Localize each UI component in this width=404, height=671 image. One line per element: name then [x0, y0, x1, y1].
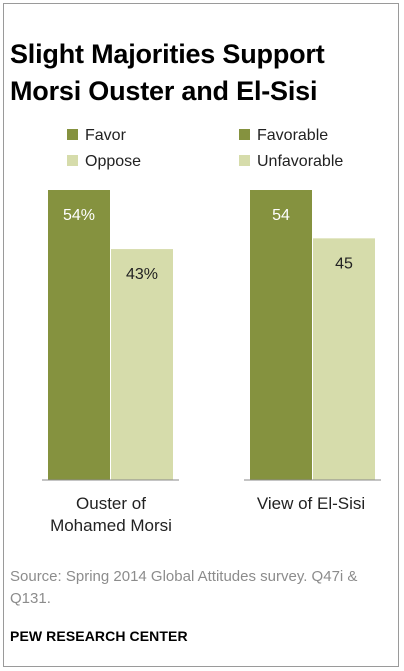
bar-negative	[313, 238, 375, 480]
source-note: Source: Spring 2014 Global Attitudes sur…	[10, 568, 358, 607]
chart-title: Slight Majorities Support Morsi Ouster a…	[10, 39, 325, 106]
category-label: Ouster of	[76, 494, 146, 513]
legend-label: Favor	[85, 127, 127, 144]
category-label: Mohamed Morsi	[50, 516, 172, 535]
legend-label: Oppose	[85, 153, 141, 170]
bar-value-label: 43%	[126, 266, 158, 283]
legend-swatch-negative	[239, 155, 250, 166]
legend-swatch-negative	[67, 155, 78, 166]
legend-swatch-positive	[239, 129, 250, 140]
bar-value-label: 54%	[63, 207, 95, 224]
bar-positive	[250, 190, 312, 480]
bar-value-label: 54	[272, 207, 290, 224]
bar-negative	[111, 249, 173, 480]
pew-footer: PEW RESEARCH CENTER	[10, 628, 188, 644]
bar-value-label: 45	[335, 255, 353, 272]
category-label: View of El-Sisi	[257, 494, 365, 513]
bar-positive	[48, 190, 110, 480]
legend-label: Favorable	[257, 127, 328, 144]
legend-label: Unfavorable	[257, 153, 343, 170]
legend-swatch-positive	[67, 129, 78, 140]
